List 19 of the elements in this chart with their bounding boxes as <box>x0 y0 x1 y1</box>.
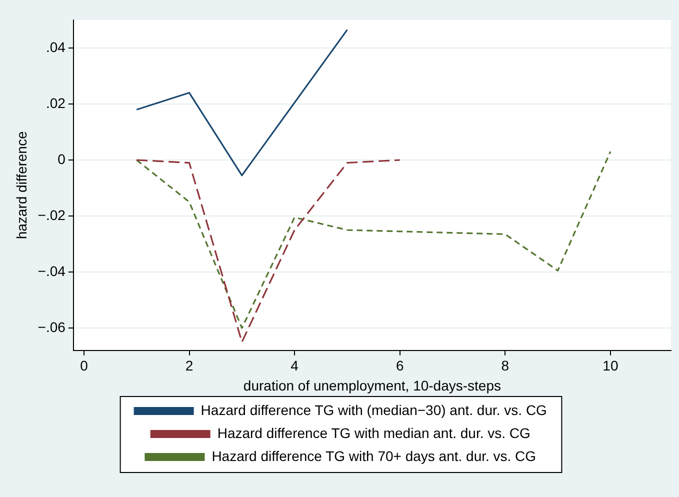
legend-label: Hazard difference TG with median ant. dur. vs. CG <box>217 424 530 441</box>
line-series <box>136 150 612 329</box>
y-tick-label: −.06 <box>38 318 66 335</box>
legend-label: Hazard difference TG with (median−30) ant. dur. vs. CG <box>200 402 547 418</box>
legend-label: Hazard difference TG with 70+ days ant. dur. vs. CG <box>212 448 536 464</box>
x-axis-title: duration of unemployment, 10-days-steps <box>243 377 502 394</box>
y-tick-label: .02 <box>46 94 66 111</box>
line-series <box>136 159 401 343</box>
y-axis-title: hazard difference <box>13 131 30 240</box>
x-tick-label: 10 <box>602 358 618 374</box>
y-tick-label: .04 <box>46 38 66 55</box>
x-tick-label: 4 <box>290 358 299 374</box>
x-tick-label: 2 <box>185 358 194 374</box>
y-tick-label: −.02 <box>38 206 66 223</box>
x-tick-label: 8 <box>501 358 510 374</box>
y-tick-label: −.04 <box>38 262 66 279</box>
y-tick-label: 0 <box>58 150 66 167</box>
x-tick-label: 0 <box>80 358 88 374</box>
x-tick-label: 6 <box>396 358 404 374</box>
